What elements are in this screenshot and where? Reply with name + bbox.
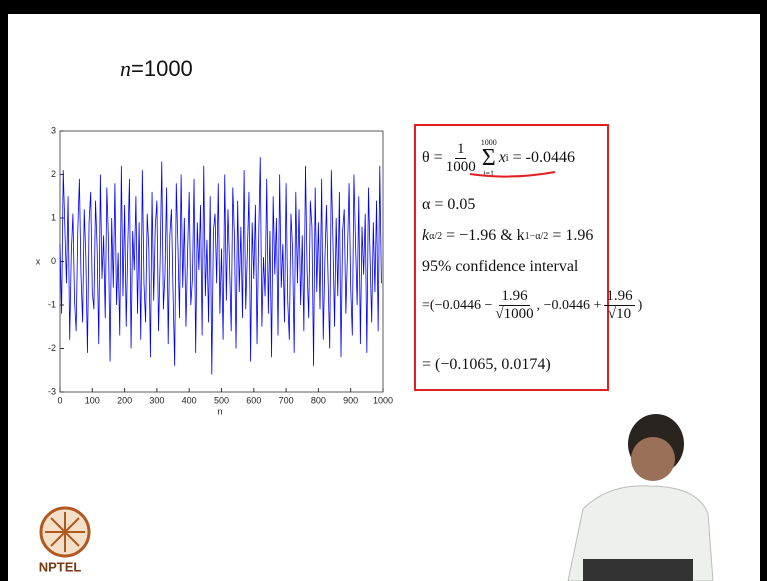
x-tick-label: 500 (214, 395, 229, 405)
y-axis-label: x (36, 256, 41, 266)
presenter-face (631, 437, 675, 481)
formula-text: = −1.96 & k (446, 227, 525, 245)
y-tick-label: -3 (48, 386, 56, 396)
y-tick-label: 1 (51, 212, 56, 222)
numerator: 1.96 (499, 288, 529, 306)
y-tick-label: -2 (48, 343, 56, 353)
x-tick-label: 600 (246, 395, 261, 405)
chart: n x -3 -2 -1 0 1 2 3 0 100 200 300 400 500 600 700 800 9… (8, 14, 408, 434)
logo-text: NPTEL (39, 559, 82, 574)
formula-line: =( −0.0446 − 1.96√1000 , −0.0446 + 1.96√… (422, 288, 642, 323)
formula-text: k (422, 227, 429, 245)
denominator: √10 (608, 306, 631, 323)
x-tick-label: 1000 (373, 395, 393, 405)
y-tick-label: 3 (51, 125, 56, 135)
presenter-head (628, 414, 684, 474)
x-tick-label: 400 (182, 395, 197, 405)
presenter-shirt (568, 486, 713, 581)
y-tick-label: 0 (51, 256, 56, 266)
logo: NPTEL (30, 502, 110, 577)
subscript: α/2 (429, 231, 442, 242)
x-tick-label: 200 (117, 395, 132, 405)
formula-line: α = 0.05 (422, 196, 475, 214)
x-tick-label: 100 (85, 395, 100, 405)
formula-text: ) (638, 298, 643, 314)
fraction: 1.96√10 (604, 288, 634, 323)
numerator: 1.96 (604, 288, 634, 306)
x-tick-label: 800 (311, 395, 326, 405)
formula-text: = 1.96 (552, 227, 593, 245)
underline (416, 126, 607, 206)
formula-line: = (−0.1065, 0.0174) (422, 356, 551, 374)
x-tick-label: 0 (57, 395, 62, 405)
series-line (60, 157, 381, 375)
laptop (583, 559, 693, 581)
formula-text: −0.0446 − (435, 298, 493, 314)
y-tick-label: 2 (51, 169, 56, 179)
page: {"title": {"var": "n", "rest": "=1000"},… (0, 0, 767, 581)
denominator: √1000 (495, 306, 533, 323)
formula-line: 95% confidence interval (422, 258, 578, 276)
x-tick-label: 900 (343, 395, 358, 405)
fraction: 1.96√1000 (495, 288, 533, 323)
x-tick-label: 700 (279, 395, 294, 405)
formula-text: =( (422, 298, 435, 314)
x-tick-label: 300 (149, 395, 164, 405)
subscript: 1−α/2 (525, 231, 549, 242)
logo-wheel (45, 512, 85, 552)
y-tick-label: -1 (48, 299, 56, 309)
formula-text: , −0.0446 + (537, 298, 602, 314)
underline-stroke (470, 172, 555, 177)
x-axis-label: n (217, 406, 222, 416)
